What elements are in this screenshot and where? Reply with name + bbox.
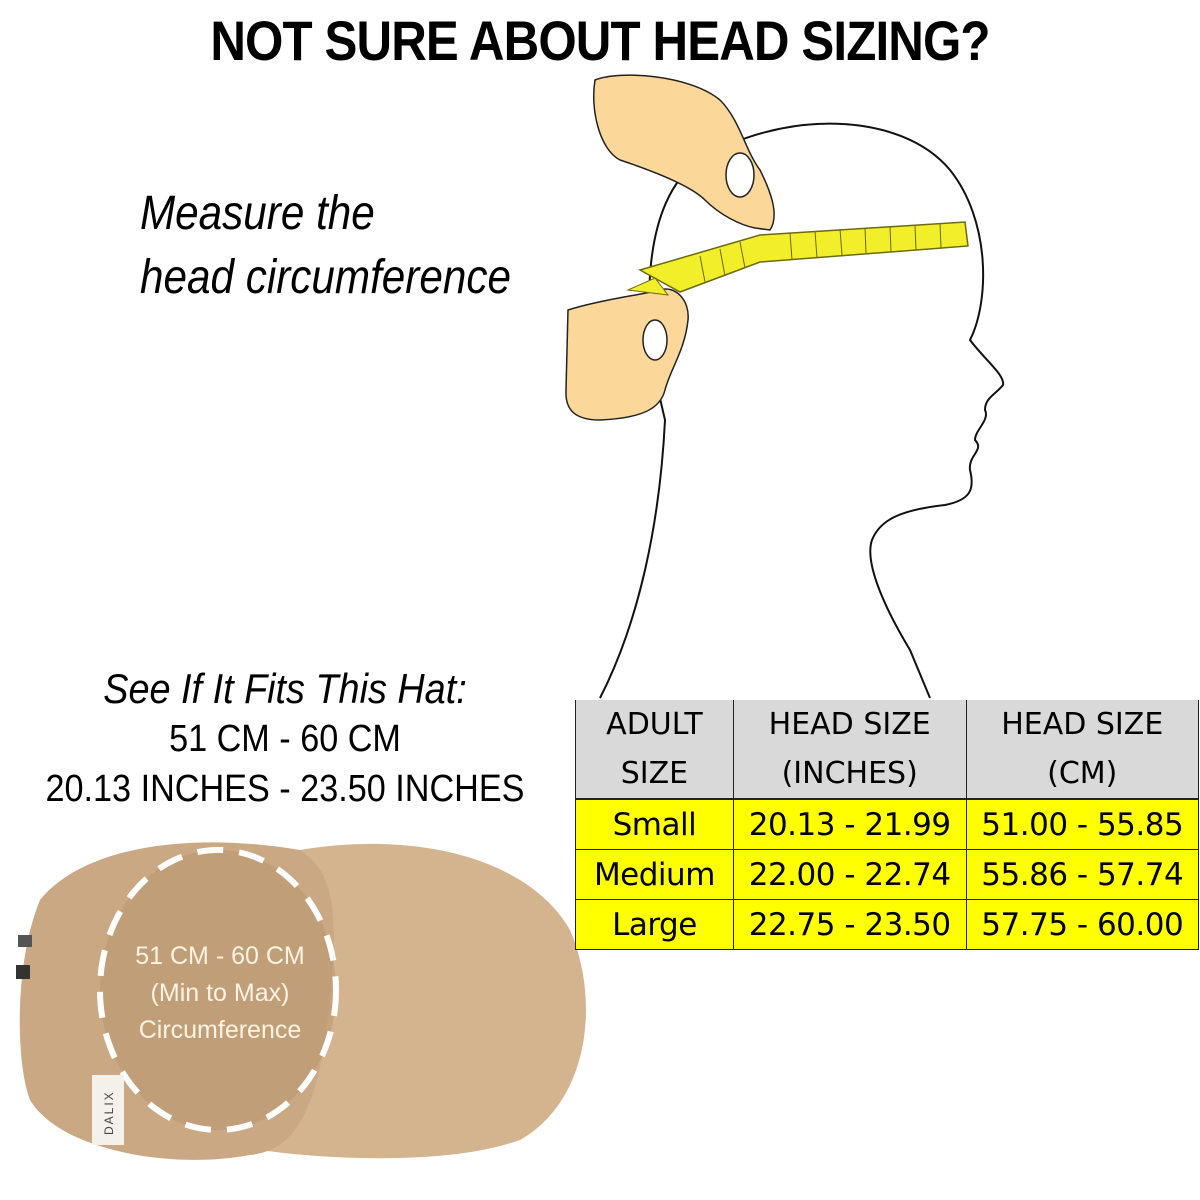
cm-cell: 55.86 - 57.74 <box>965 849 1199 900</box>
hat-photo: DALIX <box>16 842 586 1160</box>
instruction-line-1: Measure the <box>140 187 375 240</box>
header-size-1: ADULT <box>575 700 734 749</box>
hat-label-line-2: (Min to Max) <box>150 979 290 1007</box>
hat-label-line-3: Circumference <box>138 1016 302 1044</box>
cm-cell: 57.75 - 60.00 <box>965 899 1199 950</box>
left-hand <box>565 288 689 421</box>
table-row: Small 20.13 - 21.99 51.00 - 55.85 <box>575 798 1199 850</box>
size-cell: Medium <box>575 849 734 900</box>
fit-heading: See If It Fits This Hat: <box>103 665 467 712</box>
inches-cell: 22.00 - 22.74 <box>732 849 967 900</box>
table-row: Medium 22.00 - 22.74 55.86 - 57.74 <box>575 849 1199 900</box>
measuring-tape <box>638 221 969 293</box>
brand-tag: DALIX <box>102 1090 116 1135</box>
instruction-text: Measure the head circumference <box>140 182 511 310</box>
header-size-2: SIZE <box>575 749 734 800</box>
head-silhouette <box>599 122 1005 699</box>
instruction-line-2: head circumference <box>140 251 511 304</box>
size-cell: Small <box>575 798 734 850</box>
cm-cell: 51.00 - 55.85 <box>965 798 1199 850</box>
fit-inch-range: 20.13 INCHES - 23.50 INCHES <box>45 768 525 810</box>
header-cm-1: HEAD SIZE <box>965 700 1199 749</box>
top-hand <box>593 74 775 231</box>
header-inches-1: HEAD SIZE <box>732 700 967 749</box>
hat-label-line-1: 51 CM - 60 CM <box>135 942 305 970</box>
header-cm-2: (CM) <box>965 749 1199 800</box>
inches-cell: 20.13 - 21.99 <box>732 798 967 850</box>
size-table: ADULT HEAD SIZE HEAD SIZE SIZE (INCHES) … <box>575 700 1199 950</box>
hat-circumference-label: 51 CM - 60 CM (Min to Max) Circumference <box>95 938 345 1049</box>
table-row: Large 22.75 - 23.50 57.75 - 60.00 <box>575 899 1199 950</box>
size-cell: Large <box>575 899 734 950</box>
fit-cm-range: 51 CM - 60 CM <box>169 718 401 760</box>
inches-cell: 22.75 - 23.50 <box>732 899 967 950</box>
fit-info: See If It Fits This Hat: 51 CM - 60 CM 2… <box>0 664 570 814</box>
page-title: NOT SURE ABOUT HEAD SIZING? <box>210 9 990 72</box>
header-inches-2: (INCHES) <box>732 749 967 800</box>
